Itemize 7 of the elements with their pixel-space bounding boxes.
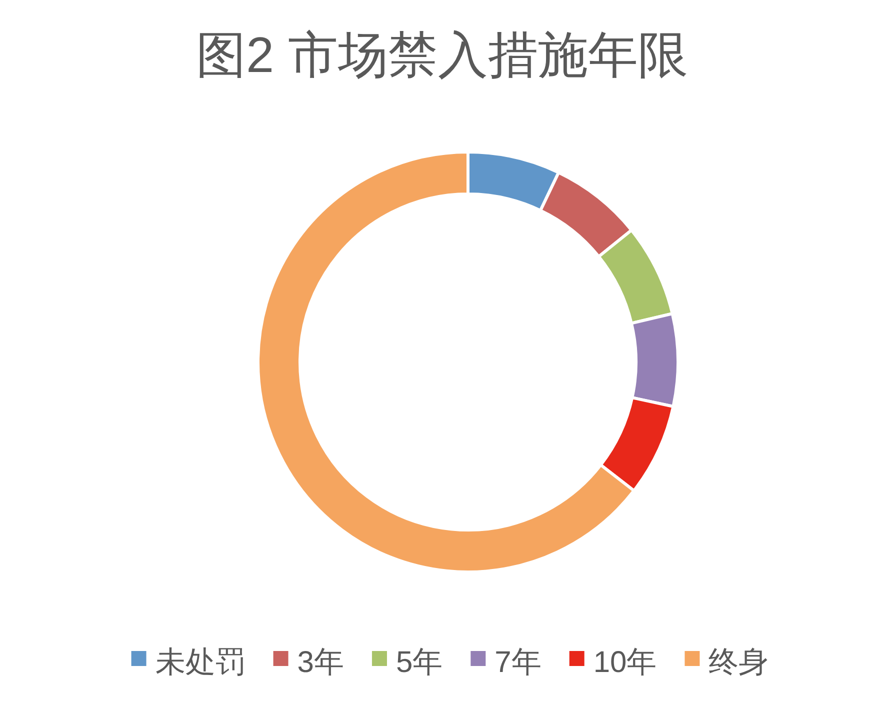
legend-label: 5年: [396, 646, 443, 679]
chart-title: 图2 市场禁入措施年限: [196, 27, 688, 83]
legend-label: 10年: [593, 646, 657, 679]
legend-label: 终身: [708, 646, 769, 679]
legend-label: 未处罚: [155, 646, 246, 679]
legend-label: 7年: [494, 646, 542, 679]
legend-label: 3年: [297, 646, 344, 679]
